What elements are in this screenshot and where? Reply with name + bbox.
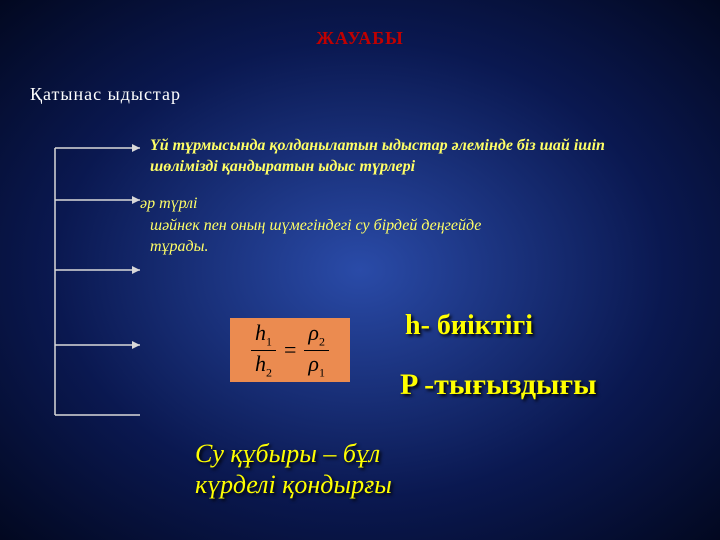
formula-h1: h <box>255 320 266 345</box>
paragraph-2: әр түрлі <box>140 195 197 213</box>
label-p: Ρ -тығыздығы <box>400 368 597 402</box>
formula-left-fraction: h1 h2 <box>251 322 276 378</box>
paragraph-3: шәйнек пен оның шүмегіндегі су бірдей де… <box>150 216 520 258</box>
label-h: h- биіктігі <box>405 310 533 342</box>
formula-right-fraction: ρ2 ρ1 <box>304 322 329 378</box>
formula-equals: = <box>284 337 296 363</box>
formula-rho2: ρ <box>308 320 319 345</box>
formula-h2: h <box>255 351 266 376</box>
subtitle: Қатынас ыдыстар <box>30 84 181 105</box>
paragraph-1: Үй тұрмысында қолданылатын ыдыстар әлемі… <box>150 136 640 178</box>
formula-rho1: ρ <box>308 351 319 376</box>
formula-box: h1 h2 = ρ2 ρ1 <box>230 318 350 382</box>
caption: Су құбыры – бұлкүрделі қондырғы <box>195 438 392 500</box>
page-title: ЖАУАБЫ <box>0 28 720 49</box>
